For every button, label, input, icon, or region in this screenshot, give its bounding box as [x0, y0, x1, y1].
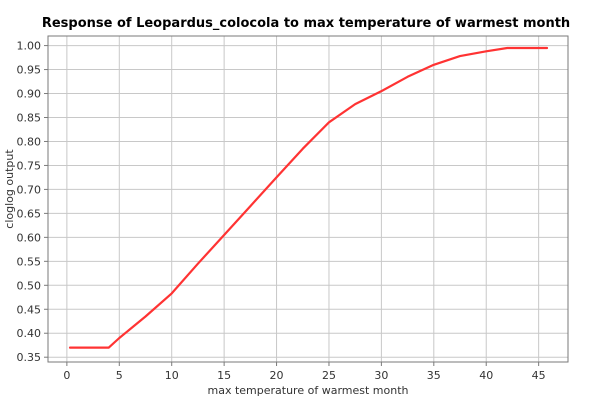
grid-lines: [48, 36, 568, 362]
y-tick-label: 0.65: [17, 207, 42, 220]
x-tick-label: 40: [479, 369, 493, 382]
y-tick-label: 0.55: [17, 255, 42, 268]
x-tick-label: 25: [322, 369, 336, 382]
y-tick-label: 0.80: [17, 135, 42, 148]
y-axis-label: cloglog output: [3, 149, 16, 229]
chart-title: Response of Leopardus_colocola to max te…: [42, 16, 570, 31]
x-tick-label: 15: [217, 369, 231, 382]
y-tick-label: 0.35: [17, 351, 42, 364]
y-tick-label: 0.40: [17, 327, 42, 340]
y-tick-label: 0.75: [17, 159, 42, 172]
y-tick-label: 0.60: [17, 231, 42, 244]
plot-area-frame: [47, 35, 569, 363]
x-tick-label: 20: [270, 369, 284, 382]
response-curve-line: [68, 46, 549, 349]
x-tick-label: 45: [532, 369, 546, 382]
y-tick-label: 1.00: [17, 40, 42, 53]
axis-ticks: 0 5 10 15 20 25 30 35 40 45 0.35 0.40 0.45 0.50 0.55 0.…: [17, 40, 546, 382]
x-tick-label: 5: [116, 369, 123, 382]
y-tick-label: 0.85: [17, 112, 42, 125]
x-tick-label: 35: [427, 369, 441, 382]
y-tick-label: 0.95: [17, 64, 42, 77]
x-tick-label: 0: [63, 369, 70, 382]
y-tick-label: 0.70: [17, 183, 42, 196]
x-axis-label: max temperature of warmest month: [208, 384, 409, 397]
series-group: [68, 46, 549, 349]
y-tick-label: 0.50: [17, 279, 42, 292]
x-tick-label: 30: [374, 369, 388, 382]
y-tick-label: 0.90: [17, 88, 42, 101]
y-tick-label: 0.45: [17, 303, 42, 316]
x-tick-label: 10: [165, 369, 179, 382]
